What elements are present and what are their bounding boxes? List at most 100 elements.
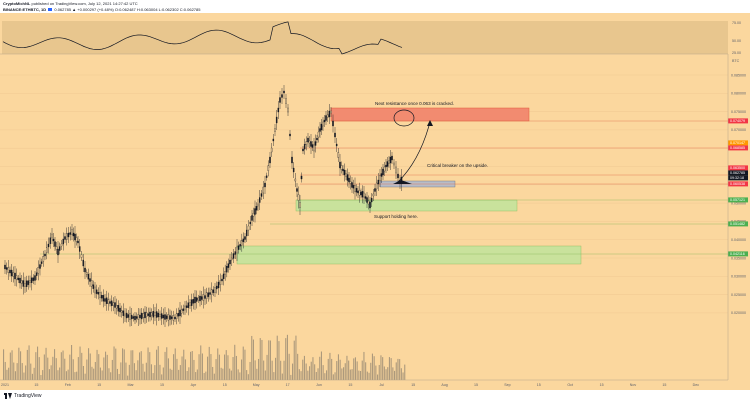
candle-body [279,97,281,103]
candle-body [323,119,326,123]
candle-body [320,123,323,131]
volume-bar [21,363,23,380]
candle-body [51,233,53,239]
candle-body [130,314,133,320]
volume-bar [235,355,237,380]
volume-bar [111,359,113,380]
candle-body [270,147,273,153]
volume-bar [38,357,40,380]
volume-bar [30,363,32,380]
time-tick-label: 15 [537,383,541,387]
price-tick-label: 0.070000 [731,128,746,132]
volume-bar [135,370,137,380]
volume-bar [210,354,212,380]
candle-body [169,315,171,320]
volume-bar [382,357,384,380]
volume-bar [122,348,124,380]
volume-bar [332,374,334,380]
candle-body [47,243,50,248]
volume-bar [385,369,387,380]
volume-bar [285,338,287,380]
candle-body [110,300,113,306]
candle-body [287,107,289,113]
volume-bar [13,362,15,380]
volume-bar [207,356,209,380]
candle-body [332,120,334,127]
candle-body [340,165,343,170]
candle-body [275,116,278,124]
candle-body [157,312,160,318]
candle-body [134,315,136,321]
volume-bar [390,358,392,380]
candle-body [107,299,110,304]
volume-bar [25,365,27,380]
price-tag [728,118,748,124]
candle-body [40,261,43,264]
candle-body [162,314,165,319]
volume-bar [108,368,110,380]
chart-area[interactable]: 75.00 50.00 25.00 BTC 0.085000 0.080000 0.… [0,13,750,390]
candle-body [179,309,181,317]
candle-body [229,259,231,265]
price-tag [728,221,748,227]
volume-bar [162,367,164,380]
volume-bar [55,358,57,380]
symbol-line: BINANCE:ETHBTC, 1D 0.062785 ▲ +0.000297 … [3,7,200,12]
candle-body [215,285,218,290]
candle-body [339,161,341,169]
volume-bar [144,371,146,380]
volume-bar [300,371,302,380]
price-tag-label: 0.057121 [730,198,745,202]
candle-body [251,215,253,221]
candle-body [9,269,11,274]
candle-body [291,156,293,164]
candle-body [351,182,353,188]
time-tick-label: 17 [286,383,290,387]
volume-bar [101,370,103,380]
price-tag-label: 0.063500 [730,166,745,170]
candle-body [20,280,23,284]
candle-body [52,238,55,242]
price-tag [728,140,748,146]
volume-bar [373,356,375,380]
candle-body [4,264,6,270]
volume-bar [351,369,353,380]
volume-bar [195,372,197,380]
symbol-label[interactable]: BINANCE:ETHBTC, 1D [3,7,47,12]
price-tick-label: 0.020000 [731,311,746,315]
price-tick-label: 0.025000 [731,293,746,297]
volume-bar [81,352,83,380]
volume-bar [145,362,147,380]
volume-bar [93,368,95,380]
volume-bar [86,359,88,380]
rsi-pane: 75.00 50.00 25.00 [0,21,741,55]
candle-body [114,302,116,308]
candle-body [227,263,230,268]
candle-body [217,281,220,289]
volume-bar [378,364,380,380]
candle-body [139,314,141,319]
candle-body [204,295,206,299]
candle-body [311,144,314,148]
volume-bar [40,375,42,380]
candle-body [190,299,193,306]
time-axis[interactable]: 2021 15 Feb 15 Mar 15 Apr 15 May 17 Jun 15 Jul 15 Aug 1… [1,383,699,387]
horizontal-levels [40,120,728,255]
candle-body [105,297,108,304]
candle-body [335,143,338,147]
volume-bar [42,370,44,380]
candle-body [388,160,390,164]
candle-body [62,238,65,245]
tradingview-logo-icon [4,393,12,399]
publisher-name[interactable]: CryptoMichNL [3,1,31,6]
footer-brand[interactable]: TradingView [14,393,42,399]
volume-bar [349,369,351,380]
price-tag [728,145,748,151]
volume-bar [397,358,399,380]
candle-body [160,313,163,319]
volume-bar [317,368,319,380]
volume-bar [368,372,370,380]
volume-bar [89,353,91,380]
volume-bar [200,345,202,380]
price-tag-label: 0.060538 [730,182,745,186]
